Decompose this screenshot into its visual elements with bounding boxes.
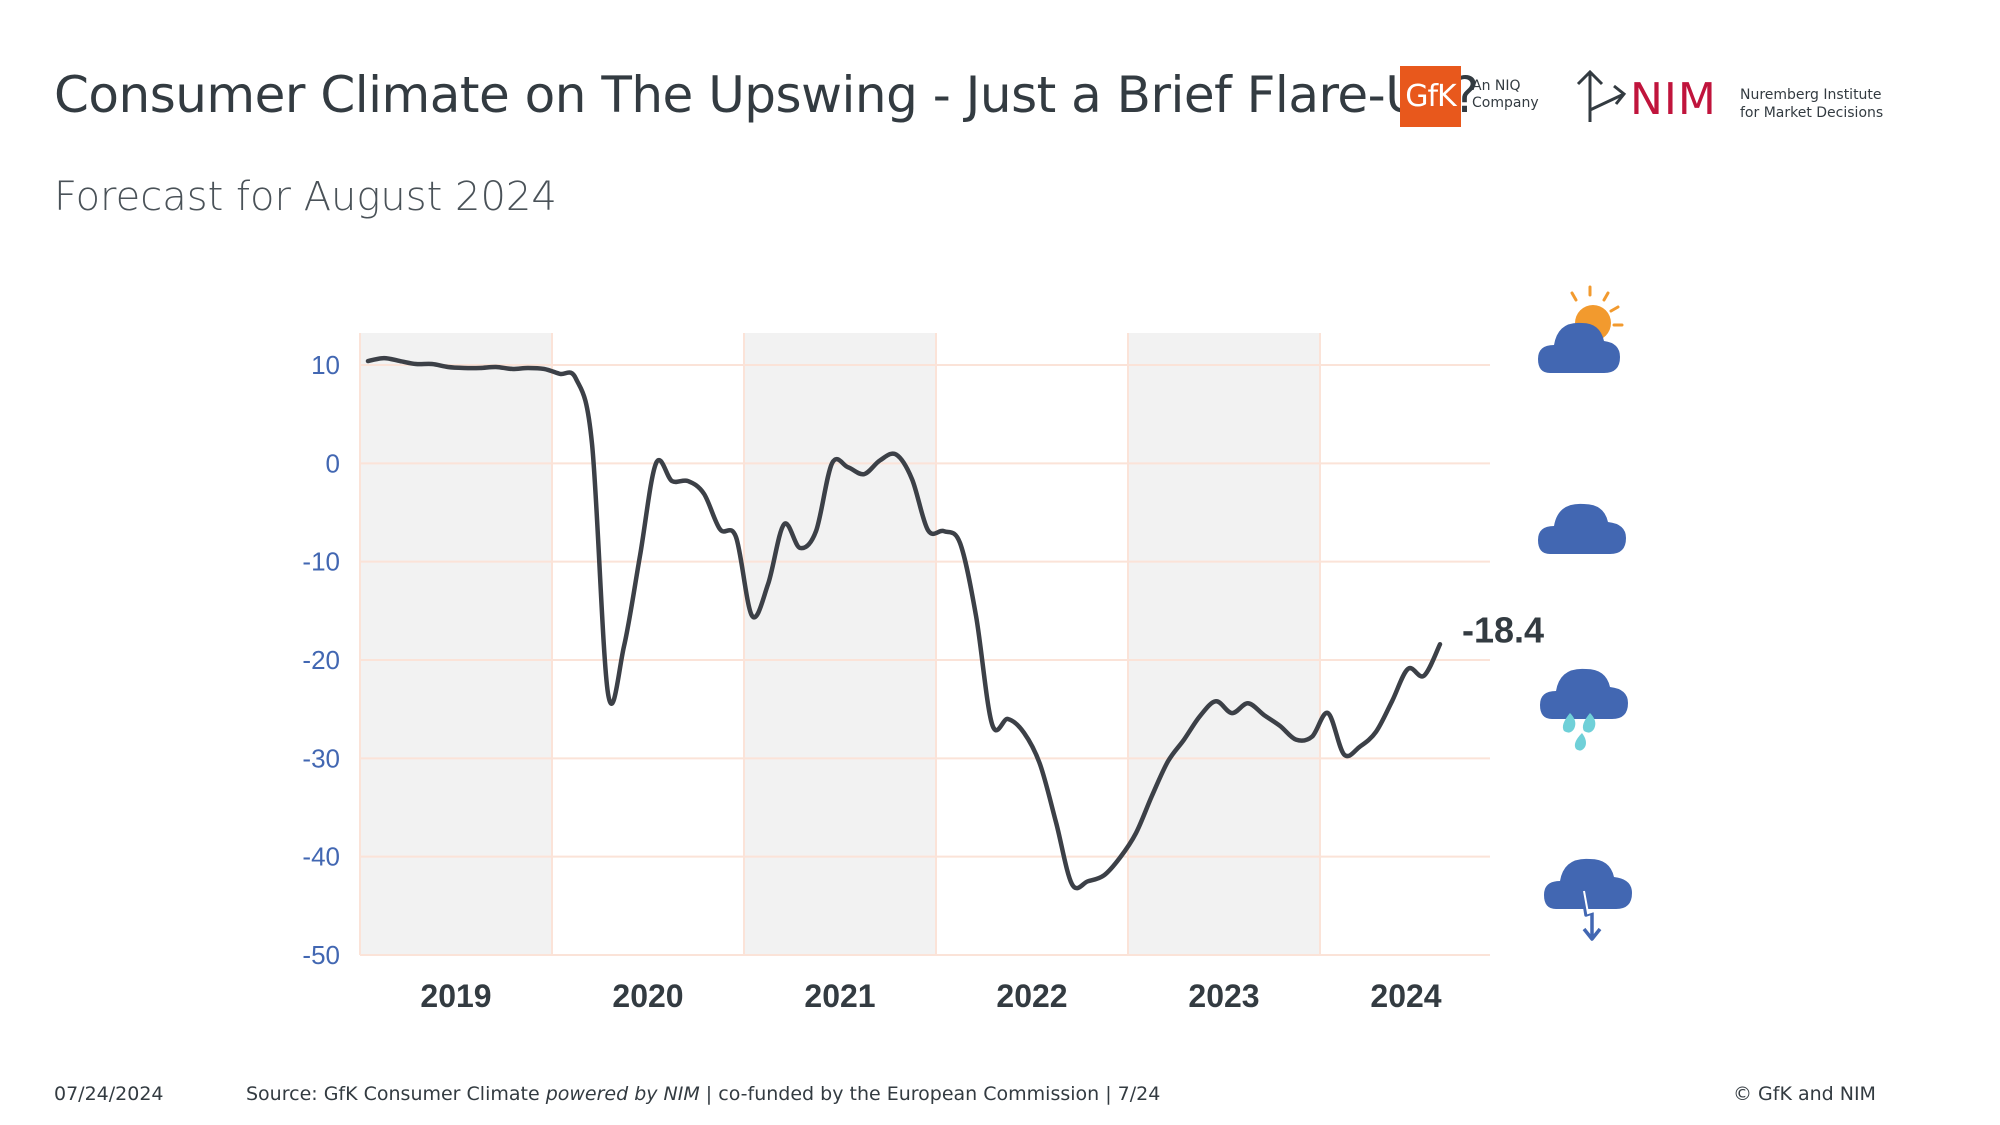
- y-tick-label: -10: [302, 547, 340, 577]
- x-axis-ticks: 2019 2020 2021 2022 2023 2024: [420, 978, 1441, 1014]
- last-value-label: -18.4: [1462, 609, 1544, 650]
- footer-source-italic: powered by NIM: [545, 1083, 700, 1105]
- x-tick-label: 2022: [996, 978, 1067, 1014]
- series-line: [365, 355, 1443, 891]
- x-tick-label: 2020: [612, 978, 683, 1014]
- gfk-logo: GfK: [1400, 66, 1461, 127]
- y-tick-label: 0: [326, 448, 340, 478]
- year-band-2021: [744, 333, 936, 955]
- y-tick-label: -20: [302, 645, 340, 675]
- y-tick-label: -30: [302, 743, 340, 773]
- nim-logo-subtitle: Nuremberg Institute for Market Decisions: [1740, 87, 1884, 121]
- year-bands: [359, 333, 1321, 955]
- year-band-2023: [1128, 333, 1320, 955]
- gfk-logo-subtitle: An NIQ Company: [1472, 78, 1539, 111]
- footer-source: Source: GfK Consumer Climate powered by …: [246, 1083, 1160, 1105]
- footer-source-suffix: | co-funded by the European Commission |…: [699, 1083, 1161, 1105]
- y-tick-label: -40: [302, 842, 340, 872]
- sun-cloud-icon: [1538, 285, 1624, 373]
- logo-area: GfK An NIQ Company NIM Nuremberg Institu…: [1400, 66, 1900, 132]
- page-title: Consumer Climate on The Upswing - Just a…: [54, 66, 1479, 124]
- year-band-2019: [360, 333, 552, 955]
- nim-arrow-icon: [1576, 69, 1627, 122]
- x-tick-label: 2024: [1370, 978, 1441, 1014]
- gridlines: [360, 364, 1490, 956]
- x-tick-label: 2021: [804, 978, 875, 1014]
- cloud-icon: [1538, 503, 1626, 554]
- storm-cloud-icon: [1544, 858, 1632, 941]
- y-tick-label: -50: [302, 940, 340, 970]
- footer-date: 07/24/2024: [54, 1083, 164, 1105]
- footer-source-prefix: Source: GfK Consumer Climate: [246, 1083, 546, 1105]
- x-tick-label: 2019: [420, 978, 491, 1014]
- footer-copyright: © GfK and NIM: [1733, 1083, 1876, 1105]
- y-tick-label: 10: [311, 350, 340, 380]
- page-subtitle: Forecast for August 2024: [54, 174, 557, 220]
- y-axis-ticks: 10 0 -10 -20 -30 -40 -50: [302, 350, 340, 970]
- nim-logo: NIM: [1630, 74, 1717, 125]
- rain-cloud-icon: [1540, 668, 1628, 751]
- x-tick-label: 2023: [1188, 978, 1259, 1014]
